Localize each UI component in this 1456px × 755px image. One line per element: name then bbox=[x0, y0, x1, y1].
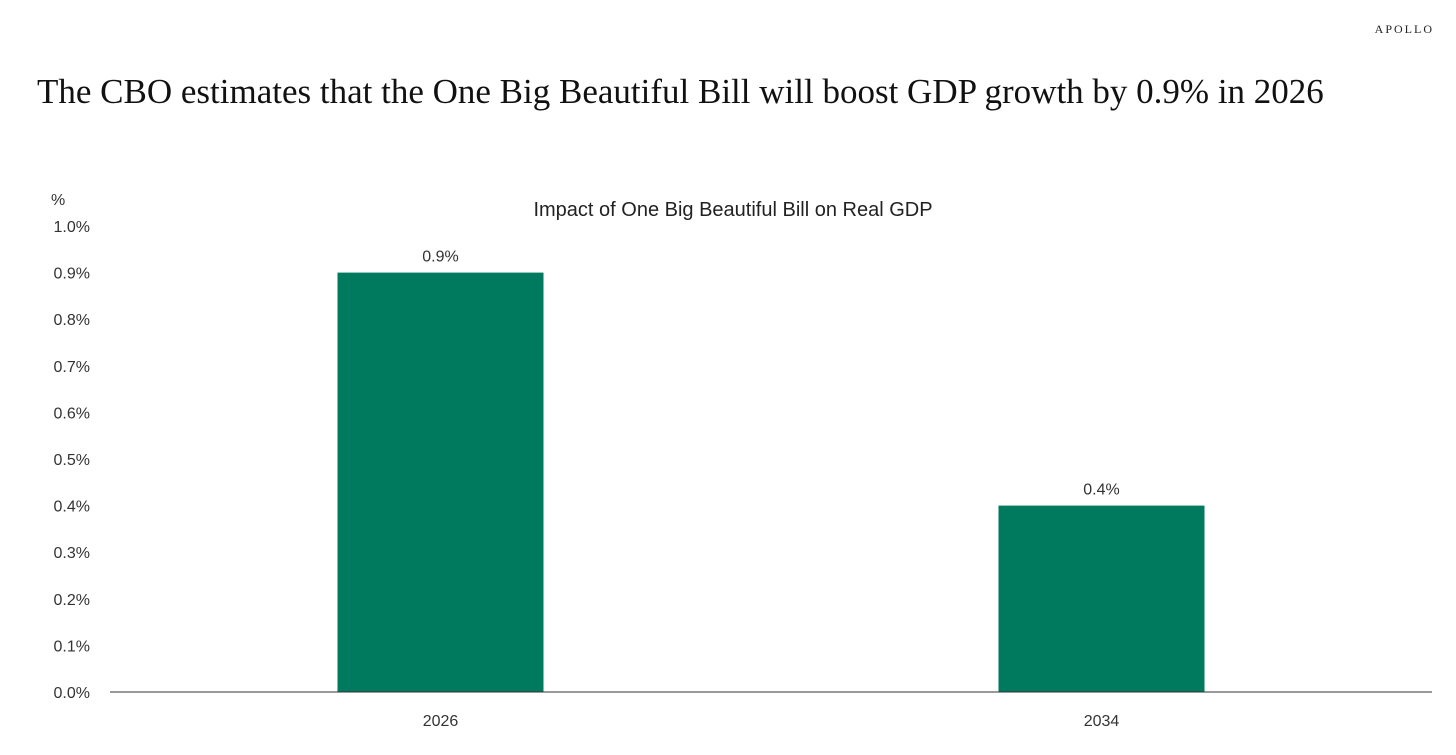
x-tick-label: 2026 bbox=[423, 713, 459, 730]
y-tick-label: 0.7% bbox=[54, 359, 90, 376]
bar-2026 bbox=[337, 272, 544, 692]
brand-logo: APOLLO bbox=[1374, 22, 1434, 36]
y-tick-label: 1.0% bbox=[54, 219, 90, 236]
y-tick-label: 0.2% bbox=[54, 592, 90, 609]
y-axis-unit-label: % bbox=[51, 192, 65, 209]
y-tick-label: 0.9% bbox=[54, 266, 90, 283]
data-label: 0.4% bbox=[1083, 482, 1119, 499]
bar-2034 bbox=[998, 505, 1205, 692]
y-tick-label: 0.6% bbox=[54, 405, 90, 422]
data-label: 0.9% bbox=[422, 249, 458, 266]
x-axis: 2026 2034 bbox=[423, 713, 1120, 730]
x-tick-label: 2034 bbox=[1084, 713, 1120, 730]
y-tick-label: 0.3% bbox=[54, 545, 90, 562]
y-tick-label: 0.4% bbox=[54, 499, 90, 516]
bar-series: 0.9% 0.4% bbox=[337, 249, 1205, 692]
y-tick-label: 0.8% bbox=[54, 312, 90, 329]
chart-title: Impact of One Big Beautiful Bill on Real… bbox=[533, 199, 932, 221]
y-axis: 0.0% 0.1% 0.2% 0.3% 0.4% 0.5% 0.6% 0.7% 0.8% 0.9%… bbox=[54, 219, 90, 702]
y-tick-label: 0.0% bbox=[54, 685, 90, 702]
page-headline: The CBO estimates that the One Big Beaut… bbox=[37, 72, 1324, 111]
y-tick-label: 0.1% bbox=[54, 638, 90, 655]
y-tick-label: 0.5% bbox=[54, 452, 90, 469]
